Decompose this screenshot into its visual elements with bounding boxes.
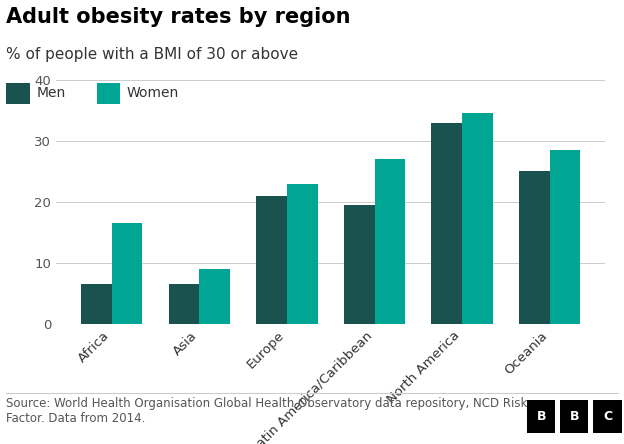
Bar (168, 285, 199, 324)
Text: B: B (537, 410, 546, 423)
Bar (374, 159, 405, 324)
Bar (462, 114, 493, 324)
Bar (519, 171, 550, 324)
Text: Adult obesity rates by region: Adult obesity rates by region (6, 7, 351, 27)
Text: Men: Men (36, 86, 66, 100)
Text: % of people with a BMI of 30 or above: % of people with a BMI of 30 or above (6, 47, 298, 62)
Bar (344, 205, 374, 324)
Bar (81, 285, 112, 324)
Text: B: B (570, 410, 579, 423)
Bar (550, 150, 580, 324)
Bar (112, 223, 142, 324)
Text: C: C (603, 410, 612, 423)
Bar (256, 196, 287, 324)
Text: Source: World Health Organisation Global Health Observatory data repository, NCD: Source: World Health Organisation Global… (6, 397, 528, 425)
Bar (199, 269, 230, 324)
Bar (287, 184, 318, 324)
Text: Women: Women (127, 86, 179, 100)
Bar (431, 123, 462, 324)
